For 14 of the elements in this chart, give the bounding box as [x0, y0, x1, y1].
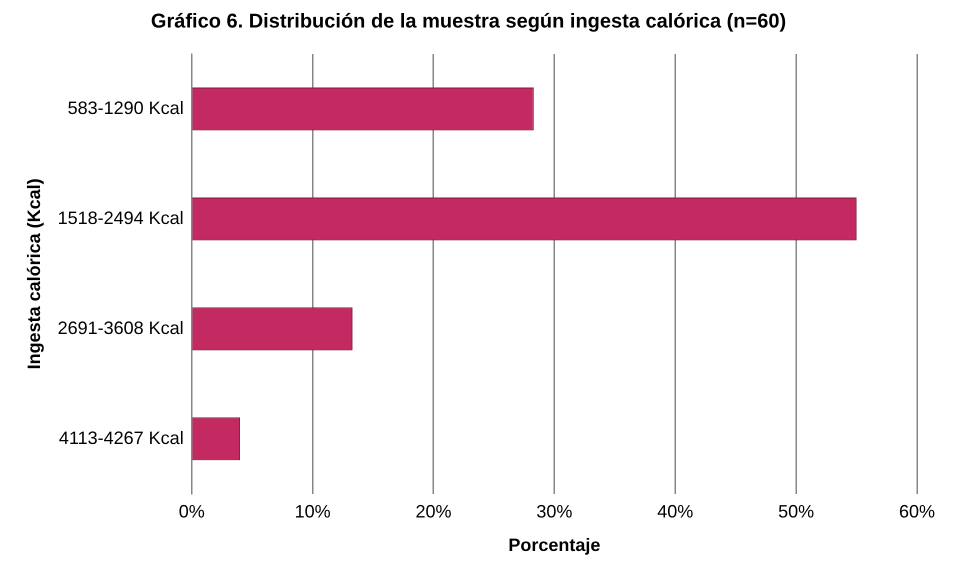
- x-tick-label: 50%: [778, 502, 814, 522]
- y-tick-label: 2691-3608 Kcal: [58, 318, 184, 338]
- y-axis-title: Ingesta calórica (Kcal): [24, 178, 44, 370]
- x-tick-label: 40%: [657, 502, 694, 522]
- x-tick-label: 20%: [415, 502, 452, 522]
- x-axis-title: Porcentaje: [508, 535, 600, 556]
- y-tick-label: 4113-4267 Kcal: [58, 428, 184, 448]
- y-tick-label: 1518-2494 Kcal: [58, 208, 184, 228]
- chart-title: Gráfico 6. Distribución de la muestra según ingesta calórica (n=60): [150, 10, 786, 33]
- x-tick-label: 0%: [178, 502, 205, 522]
- x-tick-label: 30%: [536, 502, 572, 522]
- x-tick-label: 60%: [898, 502, 936, 522]
- x-tick-label: 10%: [294, 502, 331, 522]
- y-tick-label: 583-1290 Kcal: [68, 98, 184, 118]
